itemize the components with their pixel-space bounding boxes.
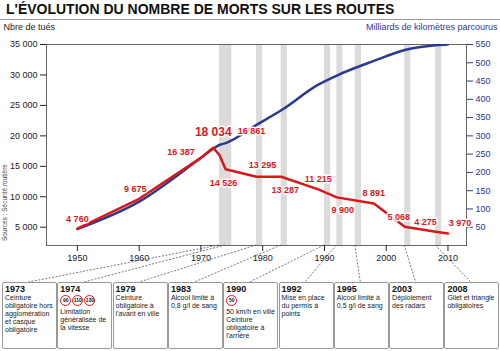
svg-text:16 861: 16 861: [238, 126, 266, 136]
svg-text:450: 450: [476, 76, 491, 86]
html-text:Ceinture obligatoire hors aggl: Ceinture obligatoire hors agglomération …: [5, 294, 53, 333]
svg-text:1950: 1950: [67, 253, 87, 263]
svg-text:350: 350: [476, 112, 491, 122]
svg-text:15 000: 15 000: [10, 161, 38, 171]
svg-text:Nbre de tués: Nbre de tués: [4, 22, 56, 32]
html-text:1983: 1983: [170, 284, 191, 294]
svg-text:5 068: 5 068: [387, 212, 410, 222]
html-text:2008: 2008: [447, 284, 468, 294]
svg-text:150: 150: [476, 186, 491, 196]
svg-text:3 970: 3 970: [449, 218, 472, 228]
html-text:1979: 1979: [115, 284, 136, 294]
svg-text:2000: 2000: [376, 253, 396, 263]
svg-text:300: 300: [476, 131, 491, 141]
html-text:Déploiement des radars: Déploiement des radars: [392, 294, 432, 309]
svg-text:4 760: 4 760: [66, 214, 89, 224]
svg-text:13 295: 13 295: [249, 160, 277, 170]
html-text:Gilet et triangle obligatoires: Gilet et triangle obligatoires: [447, 294, 495, 309]
html-text:2003: 2003: [392, 284, 413, 294]
svg-text:14 526: 14 526: [210, 178, 238, 188]
html-text:110: 110: [73, 297, 82, 303]
html-text:1974: 1974: [60, 284, 81, 294]
html-text:Limitation généralisée de la v: Limitation généralisée de la vitesse: [60, 308, 107, 331]
svg-text:11 215: 11 215: [305, 174, 332, 184]
svg-text:5 000: 5 000: [15, 222, 38, 232]
html-text:90: 90: [63, 297, 69, 303]
html-text:Mise en place du permis à poin: Mise en place du permis à points: [281, 294, 325, 317]
svg-text:8 891: 8 891: [363, 188, 386, 198]
svg-text:50: 50: [476, 222, 486, 232]
svg-text:500: 500: [476, 58, 491, 68]
html-text:L'ÉVOLUTION DU NOMBRE DE MORTS: L'ÉVOLUTION DU NOMBRE DE MORTS SUR LES R…: [6, 1, 395, 17]
svg-text:18 034: 18 034: [195, 125, 232, 139]
svg-text:13 287: 13 287: [271, 185, 299, 195]
html-text:Ceinture obligatoire à l'avant: Ceinture obligatoire à l'avant en ville: [115, 294, 160, 317]
svg-text:4 275: 4 275: [414, 217, 437, 227]
html-text:130: 130: [85, 297, 94, 303]
svg-text:2010: 2010: [438, 253, 458, 263]
svg-text:10 000: 10 000: [10, 192, 38, 202]
svg-text:1990: 1990: [314, 253, 334, 263]
svg-text:9 675: 9 675: [124, 184, 147, 194]
svg-text:Milliards de kilomètres parcou: Milliards de kilomètres parcourus: [366, 22, 498, 32]
html-text:Ceinture obligatoire à l'arriè: Ceinture obligatoire à l'arrière: [226, 316, 265, 339]
html-text:Alcool limité à 0,5 g/l de san: Alcool limité à 0,5 g/l de sang: [336, 294, 383, 309]
svg-text:400: 400: [476, 94, 491, 104]
svg-text:250: 250: [476, 149, 491, 159]
svg-text:25 000: 25 000: [10, 100, 38, 110]
html-text:1992: 1992: [281, 284, 302, 294]
svg-text:1960: 1960: [129, 253, 149, 263]
svg-text:200: 200: [476, 167, 491, 177]
svg-text:16 387: 16 387: [167, 147, 195, 157]
html-text:50: 50: [228, 297, 235, 303]
svg-text:Sources : Sécurité routière: Sources : Sécurité routière: [1, 164, 8, 241]
svg-text:100: 100: [476, 204, 491, 214]
svg-text:30 000: 30 000: [10, 70, 38, 80]
svg-text:1970: 1970: [191, 253, 211, 263]
html-text:50 km/h en ville: 50 km/h en ville: [226, 308, 275, 315]
svg-text:20 000: 20 000: [10, 131, 38, 141]
html-text:1973: 1973: [5, 284, 25, 294]
html-text:Alcool limité à 0,8 g/l de san: Alcool limité à 0,8 g/l de sang: [170, 294, 217, 309]
svg-text:1980: 1980: [253, 253, 273, 263]
svg-text:35 000: 35 000: [10, 39, 38, 49]
svg-text:9 900: 9 900: [332, 205, 355, 215]
html-text:1995: 1995: [336, 284, 357, 294]
html-text:1990: 1990: [226, 284, 247, 294]
svg-text:550: 550: [476, 39, 491, 49]
